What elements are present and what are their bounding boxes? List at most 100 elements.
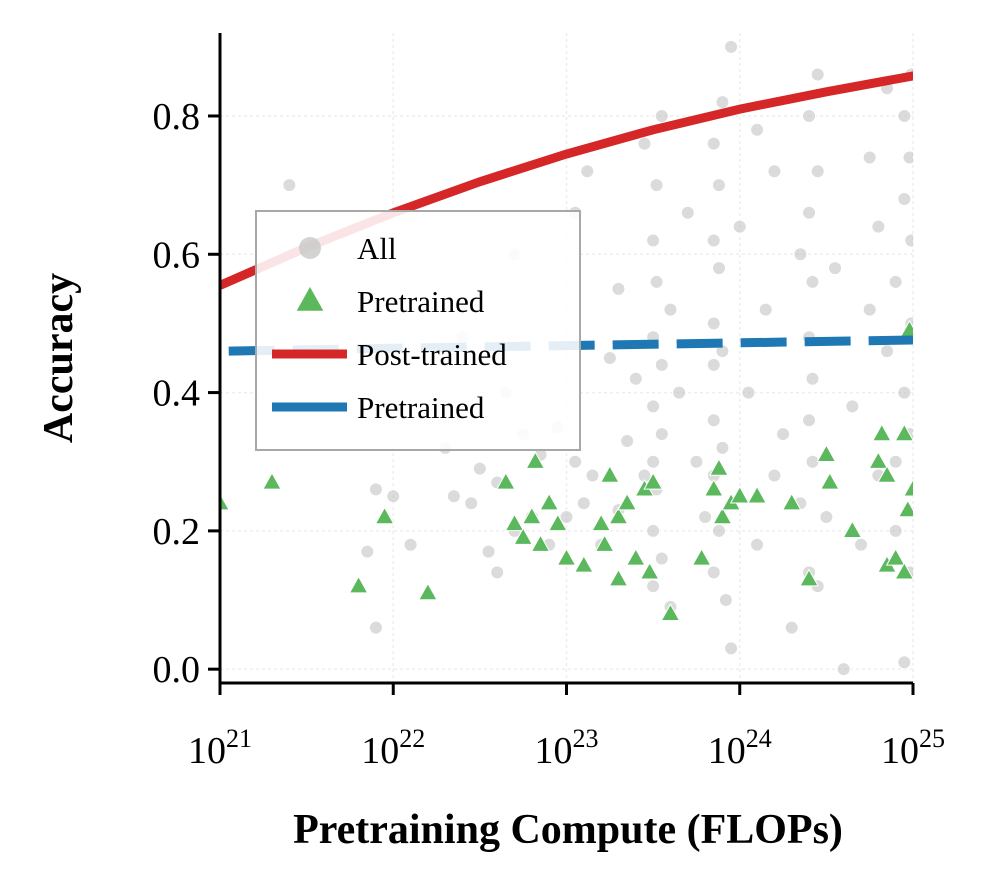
- all-point: [888, 523, 903, 538]
- all-point: [836, 662, 851, 677]
- pretrained-point: [348, 575, 369, 594]
- legend-label: Pretrained: [357, 390, 485, 425]
- all-point: [767, 164, 782, 179]
- all-point: [706, 316, 721, 331]
- pretrained-point: [930, 411, 948, 427]
- all-point: [490, 565, 505, 580]
- all-point: [368, 482, 383, 497]
- y-tick-label: 0.2: [153, 511, 201, 553]
- pretrained-point: [594, 534, 615, 552]
- all-point: [680, 205, 695, 220]
- all-point: [576, 496, 591, 511]
- all-point: [706, 136, 721, 151]
- pretrained-point: [220, 492, 230, 511]
- pretrained-point: [504, 513, 525, 532]
- all-point: [718, 593, 733, 608]
- pretrained-point: [799, 568, 819, 587]
- all-point: [649, 274, 664, 289]
- all-point: [802, 413, 817, 428]
- pretrained-point: [903, 478, 913, 497]
- all-point: [706, 233, 721, 248]
- all-point: [446, 489, 461, 504]
- all-point: [568, 454, 583, 469]
- y-axis-title: Accuracy: [36, 273, 82, 443]
- pretrained-point: [418, 582, 438, 601]
- all-point: [646, 233, 661, 248]
- all-point: [897, 191, 912, 206]
- x-tick-label: 1024: [708, 724, 772, 772]
- all-point: [580, 164, 595, 179]
- all-point: [784, 620, 799, 635]
- pretrained-point: [591, 513, 612, 532]
- all-point: [646, 579, 661, 594]
- all-point: [698, 510, 713, 525]
- all-point: [750, 537, 765, 552]
- pretrained-point: [911, 432, 913, 435]
- pretrained-point: [973, 404, 991, 420]
- all-point: [711, 261, 726, 276]
- x-tick-exponent: 21: [226, 724, 252, 753]
- pretrained-point: [703, 478, 724, 497]
- pretrained-point: [495, 471, 516, 490]
- all-point: [403, 537, 418, 552]
- pretrained-point: [894, 561, 913, 580]
- x-tick-label: 1022: [361, 724, 425, 772]
- all-point: [819, 510, 834, 525]
- all-point: [854, 537, 869, 552]
- legend-triangle-icon: [296, 287, 324, 311]
- all-point: [724, 641, 739, 656]
- all-point: [282, 178, 297, 193]
- all-point: [776, 427, 791, 442]
- x-tick-label: 1021: [188, 724, 252, 772]
- pretrained-point: [747, 485, 767, 504]
- all-point: [802, 108, 817, 123]
- x-axis-title: Pretraining Compute (FLOPs): [293, 807, 843, 853]
- all-point: [602, 351, 617, 365]
- all-point: [628, 371, 643, 386]
- y-tick-label: 0.6: [153, 234, 201, 276]
- legend-dot-icon: [299, 237, 321, 259]
- pretrained-point: [973, 425, 991, 441]
- all-point: [672, 385, 687, 400]
- y-tick-label: 0.0: [153, 649, 201, 691]
- all-point: [862, 150, 877, 165]
- pretrained-point: [729, 485, 750, 504]
- all-point: [724, 39, 739, 54]
- all-point: [767, 468, 782, 483]
- all-point: [654, 551, 669, 566]
- pretrained-point: [608, 568, 629, 587]
- all-point: [741, 385, 756, 400]
- pretrained-point: [897, 499, 913, 518]
- all-point: [888, 454, 903, 469]
- pretrained-point: [521, 506, 542, 525]
- all-point: [654, 357, 669, 372]
- all-point: [711, 523, 726, 538]
- y-tick-label: 0.8: [153, 96, 201, 138]
- legend-label: Pretrained: [357, 284, 485, 319]
- all-point: [862, 302, 877, 317]
- all-point: [805, 274, 820, 289]
- all-point: [810, 164, 825, 179]
- pretrained-point: [660, 603, 681, 622]
- y-ticks: 0.0 0.2 0.4 0.6 0.8: [153, 96, 220, 691]
- all-point: [663, 302, 678, 317]
- pretrained-point: [525, 451, 546, 469]
- all-point: [715, 95, 730, 110]
- x-tick-exponent: 23: [573, 724, 599, 753]
- pretrained-point: [643, 471, 664, 490]
- pretrained-point: [625, 548, 646, 566]
- pretrained-point: [868, 451, 889, 469]
- pretrained-point: [691, 548, 712, 566]
- pretrained-point: [894, 423, 913, 442]
- x-ticks: 1021 1022 1023 1024 1025: [188, 683, 945, 772]
- pretrained-point: [374, 506, 395, 525]
- all-point: [802, 205, 817, 220]
- legend-label: Post-trained: [357, 337, 507, 372]
- x-tick-label: 1023: [535, 724, 599, 772]
- all-point: [654, 427, 669, 442]
- pretrained-point: [899, 319, 913, 338]
- all-point: [904, 233, 913, 248]
- x-tick-exponent: 25: [919, 724, 945, 753]
- pretrained-point: [556, 548, 577, 566]
